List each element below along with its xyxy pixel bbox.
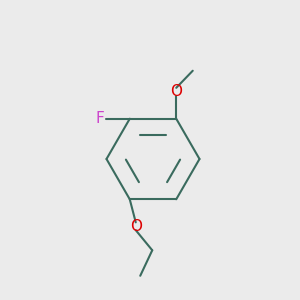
Text: O: O xyxy=(170,84,182,99)
Text: O: O xyxy=(130,219,142,234)
Text: F: F xyxy=(95,111,104,126)
